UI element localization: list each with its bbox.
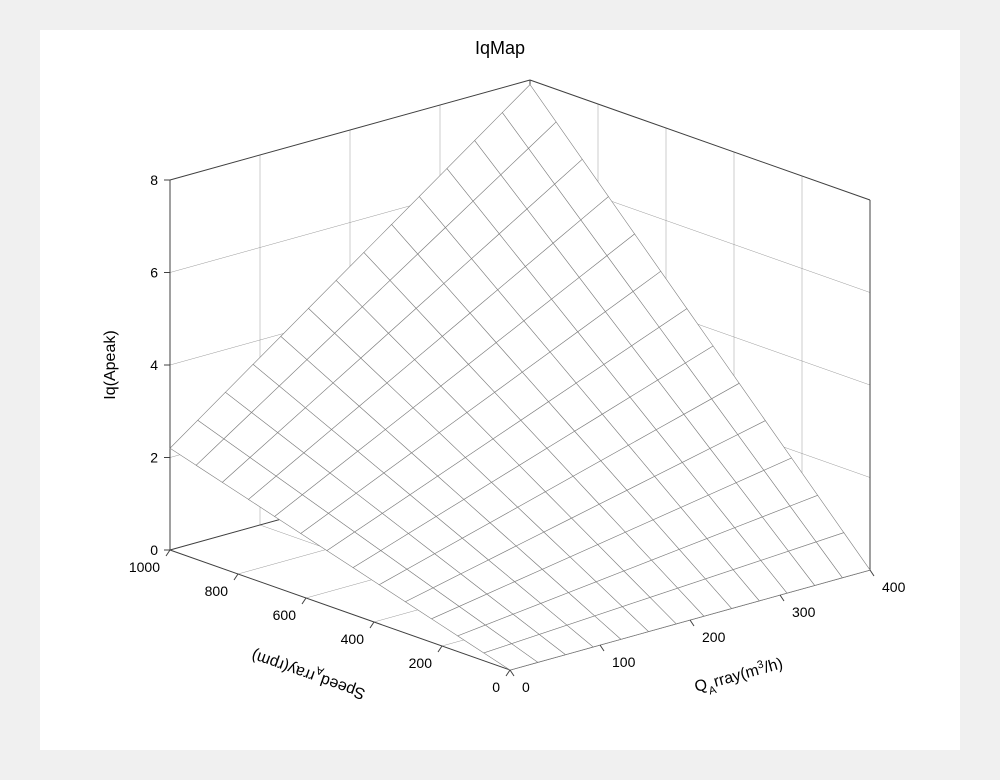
svg-text:200: 200 — [702, 629, 726, 645]
svg-text:200: 200 — [409, 655, 433, 671]
svg-text:1000: 1000 — [129, 559, 160, 575]
svg-text:0: 0 — [492, 679, 500, 695]
svg-text:800: 800 — [205, 583, 229, 599]
svg-text:400: 400 — [882, 579, 906, 595]
svg-text:300: 300 — [792, 604, 816, 620]
x-axis-label: SpeedArray(rpm) — [249, 642, 369, 702]
axes-3d: IqMap 0200400600800100001002003004000246… — [40, 30, 960, 750]
svg-text:100: 100 — [612, 654, 636, 670]
svg-text:2: 2 — [150, 450, 158, 466]
svg-text:6: 6 — [150, 265, 158, 281]
svg-text:4: 4 — [150, 357, 158, 373]
chart-title: IqMap — [40, 38, 960, 59]
figure-window: IqMap 0200400600800100001002003004000246… — [0, 0, 1000, 780]
surface-plot: 02004006008001000010020030040002468Speed… — [40, 30, 960, 750]
svg-text:600: 600 — [273, 607, 297, 623]
svg-text:0: 0 — [150, 542, 158, 558]
svg-text:400: 400 — [341, 631, 365, 647]
z-axis-label: Iq(Apeak) — [102, 330, 119, 399]
svg-text:0: 0 — [522, 679, 530, 695]
surface-mesh — [170, 85, 870, 670]
svg-text:8: 8 — [150, 172, 158, 188]
y-axis-label: QArray(m3/h) — [692, 653, 786, 700]
